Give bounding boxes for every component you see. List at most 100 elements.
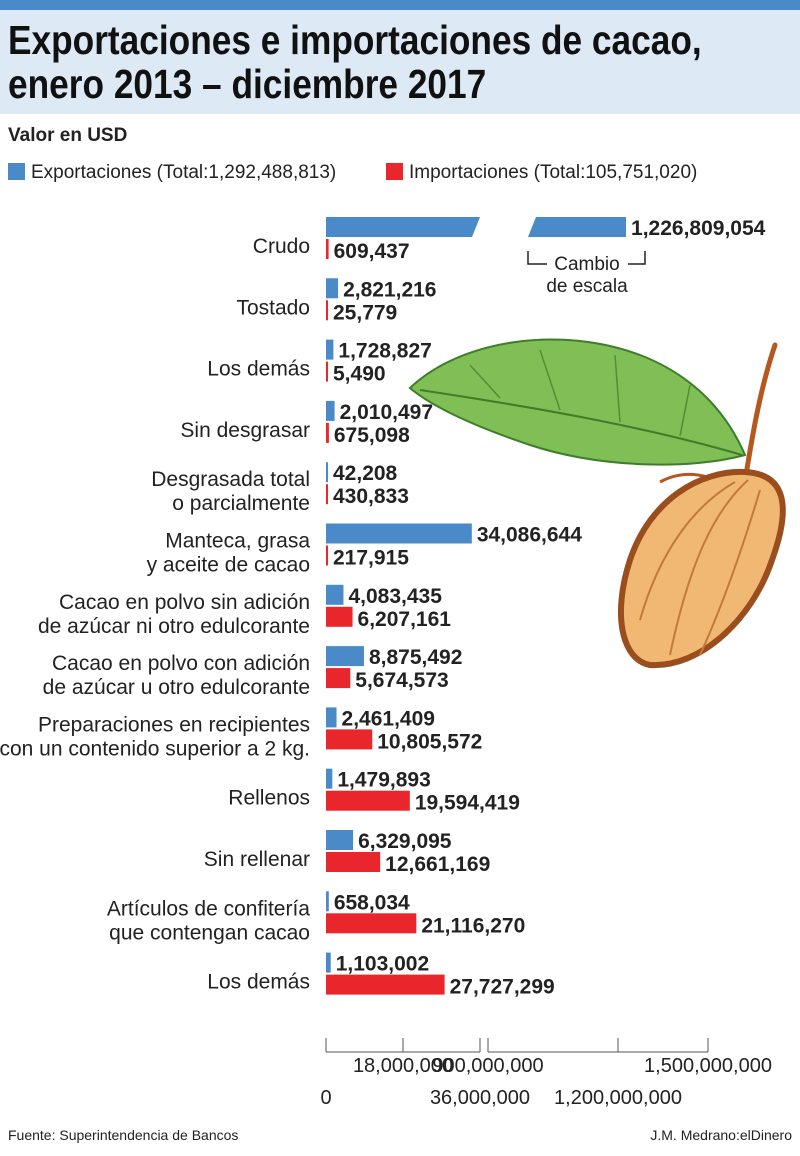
top-accent-bar <box>0 0 800 10</box>
scale-break: Cambio de escala <box>527 251 646 297</box>
bar-importaciones <box>326 668 351 689</box>
category-label: Sin rellenar <box>204 848 310 871</box>
legend-swatch-exports <box>8 163 25 180</box>
value-label-exportaciones: 6,329,095 <box>358 830 452 853</box>
x-axis: 0 18,000,000 36,000,000 900,000,000 1,200,00… <box>320 1038 772 1109</box>
value-label-exportaciones: 1,728,827 <box>338 340 431 363</box>
bar-exportaciones <box>326 891 329 912</box>
category-label-line: con un contenido superior a 2 kg. <box>0 737 310 760</box>
bar-importaciones <box>326 790 410 811</box>
title-line-2: enero 2013 – diciembre 2017 <box>8 61 487 107</box>
value-label-importaciones: 12,661,169 <box>385 853 490 876</box>
category-label-line: o parcialmente <box>172 492 310 515</box>
category-label-line: Cacao en polvo sin adición <box>59 591 310 614</box>
category-label: Manteca, grasa y aceite de cacao <box>147 530 311 577</box>
bar-importaciones <box>326 300 328 321</box>
tick-label: 36,000,000 <box>430 1087 530 1109</box>
bar-exportaciones-continued <box>528 217 627 237</box>
title-line-1: Exportaciones e importaciones de cacao, <box>8 17 702 63</box>
bars <box>326 217 627 995</box>
category-label: Cacao en polvo sin adición de azúcar ni o… <box>38 591 310 638</box>
category-labels: Crudo Tostado Los demás Sin desgrasar Desgra… <box>0 235 310 994</box>
value-label-exportaciones: 8,875,492 <box>369 646 462 669</box>
value-label-importaciones: 5,490 <box>333 363 386 386</box>
value-unit-label: Valor en USD <box>8 125 128 146</box>
bar-exportaciones <box>326 707 337 728</box>
header-band <box>0 10 800 114</box>
category-label: Desgrasada total o parcialmente <box>151 468 310 515</box>
category-label-line: Artículos de confitería <box>107 897 310 920</box>
value-label-importaciones: 27,727,299 <box>450 976 555 999</box>
value-label-exportaciones: 1,226,809,054 <box>631 217 766 240</box>
bar-exportaciones <box>326 339 334 360</box>
value-label-exportaciones: 2,010,497 <box>340 401 433 424</box>
category-label-line: Manteca, grasa <box>165 530 310 553</box>
category-label-line: de azúcar ni otro edulcorante <box>38 615 310 638</box>
legend-label-imports: Importaciones (Total:105,751,020) <box>409 162 698 183</box>
value-label-importaciones: 675,098 <box>334 424 410 447</box>
value-label-importaciones: 609,437 <box>334 240 410 263</box>
category-label-line: y aceite de cacao <box>147 554 310 577</box>
value-label-importaciones: 10,805,572 <box>377 730 482 753</box>
value-label-exportaciones: 1,103,002 <box>336 953 429 976</box>
category-label-line: de azúcar u otro edulcorante <box>43 676 310 699</box>
category-label-line: Cacao en polvo con adición <box>52 652 310 675</box>
category-label-line: Preparaciones en recipientes <box>38 713 310 736</box>
source-note: Fuente: Superintendencia de Bancos <box>8 1127 239 1143</box>
value-label-importaciones: 25,779 <box>333 301 397 324</box>
bar-exportaciones <box>326 217 480 237</box>
value-label-importaciones: 6,207,161 <box>358 608 452 631</box>
category-label: Los demás <box>207 358 310 381</box>
value-label-importaciones: 21,116,270 <box>421 914 525 937</box>
tick-label: 1,500,000,000 <box>644 1055 772 1077</box>
category-label: Crudo <box>253 235 310 258</box>
value-label-exportaciones: 4,083,435 <box>348 585 442 608</box>
bar-exportaciones <box>326 830 354 850</box>
scale-break-note-line-1: Cambio <box>554 254 619 275</box>
value-label-importaciones: 5,674,573 <box>355 669 448 692</box>
chart-title: Exportaciones e importaciones de cacao, … <box>8 18 702 107</box>
bar-importaciones <box>326 606 353 627</box>
value-label-exportaciones: 2,461,409 <box>342 707 435 730</box>
bar-exportaciones <box>326 952 331 973</box>
category-label: Artículos de confitería que contengan cac… <box>107 897 310 944</box>
bar-importaciones <box>326 852 381 872</box>
bar-exportaciones <box>326 278 339 299</box>
category-label: Los demás <box>207 971 310 994</box>
cacao-pod-icon <box>408 338 786 669</box>
tick-label: 18,000,000 <box>353 1055 453 1077</box>
bar-importaciones <box>326 422 329 443</box>
legend-label-exports: Exportaciones (Total:1,292,488,813) <box>31 162 337 183</box>
tick-label: 1,200,000,000 <box>554 1087 682 1109</box>
value-label-importaciones: 430,833 <box>333 485 409 508</box>
bar-importaciones <box>326 239 329 259</box>
bar-exportaciones <box>326 400 335 421</box>
bar-exportaciones <box>326 523 472 544</box>
legend-exports: Exportaciones (Total:1,292,488,813) <box>8 162 336 184</box>
category-label-line: que contengan cacao <box>109 921 310 944</box>
scale-break-note-line-2: de escala <box>546 276 628 297</box>
bar-importaciones <box>326 484 328 505</box>
legend-swatch-imports <box>386 163 403 180</box>
category-label: Preparaciones en recipientes con un conte… <box>0 713 310 760</box>
bar-importaciones <box>326 974 445 995</box>
category-label: Rellenos <box>228 787 310 810</box>
bar-importaciones <box>326 913 417 934</box>
category-label: Cacao en polvo con adición de azúcar u ot… <box>43 652 310 699</box>
value-label-exportaciones: 34,086,644 <box>477 524 582 547</box>
category-label: Sin desgrasar <box>180 419 310 442</box>
bar-importaciones <box>326 729 373 750</box>
bar-exportaciones <box>326 584 344 605</box>
bar-exportaciones <box>326 646 364 667</box>
bar-exportaciones <box>326 768 333 789</box>
bar-exportaciones <box>326 462 328 483</box>
category-label: Tostado <box>236 296 310 319</box>
value-label-exportaciones: 1,479,893 <box>337 769 430 792</box>
tick-label: 0 <box>320 1087 331 1109</box>
credit-note: J.M. Medrano:elDinero <box>650 1127 792 1143</box>
legend-imports: Importaciones (Total:105,751,020) <box>386 162 697 184</box>
value-label-importaciones: 217,915 <box>333 547 409 570</box>
value-label-exportaciones: 42,208 <box>333 462 398 485</box>
